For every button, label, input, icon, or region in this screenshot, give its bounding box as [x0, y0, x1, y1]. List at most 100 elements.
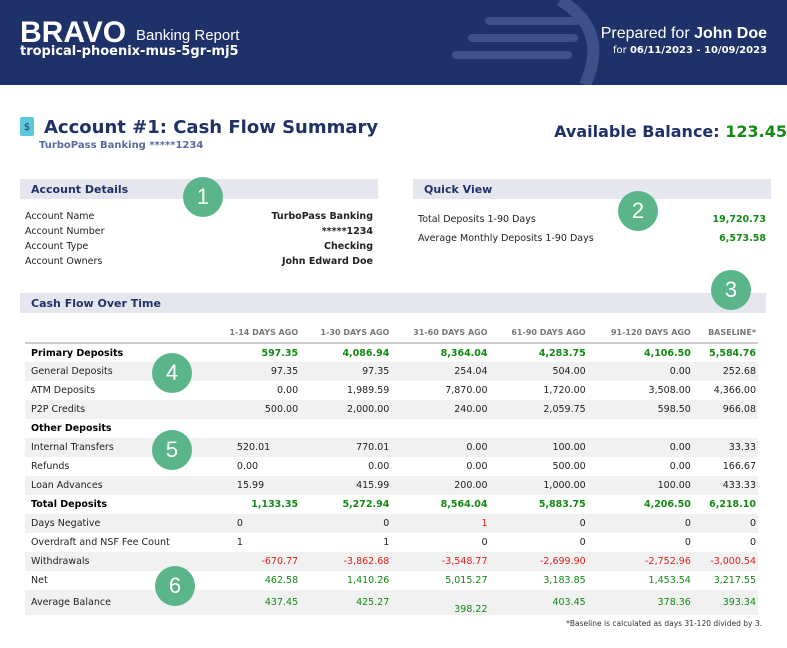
cell-value: -3,862.68 [300, 552, 392, 571]
cell-value: 97.35 [300, 362, 392, 381]
detail-row: Account Name TurboPass Banking [25, 209, 373, 224]
cell-value: -3,548.77 [391, 552, 490, 571]
logo-mark-icon [452, 0, 600, 85]
row-label: Loan Advances [25, 476, 209, 495]
cell-value: 4,206.50 [643, 499, 691, 510]
table-row: Average Balance 437.45 425.27 398.22 403.45 3… [25, 590, 758, 615]
cell-value: 0.00 [276, 385, 299, 396]
table-row: Withdrawals -670.77 -3,862.68 -3,548.77 -2,6… [25, 552, 758, 571]
cell-value: 0.00 [587, 362, 693, 381]
cell-value: 0.00 [368, 461, 390, 472]
column-header: 61-90 DAYS AGO [489, 323, 588, 344]
cell-value [588, 419, 693, 438]
cell-value: 0 [481, 537, 488, 548]
cell-value: 1 [391, 514, 490, 533]
cash-flow-table: 1-14 DAYS AGO 1-30 DAYS AGO 31-60 DAYS AGO… [25, 323, 758, 615]
table-row: Overdraft and NSF Fee Count 1 1 0 0 0 0 [25, 533, 758, 552]
document-dollar-icon: $ [20, 117, 34, 136]
marker-badge: 2 [618, 191, 658, 231]
cell-value: 6,218.10 [709, 499, 756, 510]
table-row: Internal Transfers 520.01 770.01 0.00 100.00… [25, 438, 758, 457]
cell-value: 403.45 [489, 590, 588, 615]
cell-value: 3,183.85 [543, 575, 586, 586]
cell-value [490, 419, 588, 438]
cell-value: 4,283.75 [538, 347, 586, 359]
cell-value: 597.35 [261, 347, 299, 359]
cell-value: 500.00 [552, 461, 586, 472]
detail-label: Total Deposits 1-90 Days [418, 214, 536, 225]
cell-value: 0 [684, 537, 691, 548]
baseline-footnote: *Baseline is calculated as days 31-120 d… [566, 619, 762, 628]
cell-value: 8,364.04 [440, 347, 488, 359]
detail-row: Average Monthly Deposits 1-90 Days 6,573.… [418, 229, 766, 248]
cell-value: 398.22 [391, 590, 490, 615]
cell-value: 0 [692, 514, 758, 533]
cell-value: 1,989.59 [347, 385, 390, 396]
marker-badge: 6 [155, 566, 195, 606]
cell-value: 425.27 [300, 590, 392, 615]
cell-value: 0.00 [587, 438, 693, 457]
cell-value: 0 [489, 514, 588, 533]
brand-logo: BRAVO [20, 16, 127, 49]
column-header: 91-120 DAYS AGO [587, 323, 693, 344]
quick-view: Total Deposits 1-90 Days 19,720.73 Average… [418, 210, 766, 248]
cell-value: 415.99 [300, 476, 392, 495]
account-subtitle: TurboPass Banking *****1234 [39, 140, 204, 151]
quick-view-heading: Quick View [413, 179, 771, 199]
brand-subtitle: Banking Report [136, 27, 240, 44]
row-label: Withdrawals [25, 552, 209, 571]
table-row: Refunds 0.00 0.00 0.00 500.00 0.00 166.67 [25, 457, 758, 476]
cell-value: 504.00 [489, 362, 588, 381]
table-row: Days Negative 0 0 1 0 0 0 [25, 514, 758, 533]
cell-value: 378.36 [587, 590, 693, 615]
row-label: Other Deposits [31, 423, 112, 434]
table-row: Net 462.58 1,410.26 5,015.27 3,183.85 1,453.5… [25, 571, 758, 590]
marker-badge: 5 [152, 430, 192, 470]
row-label: P2P Credits [25, 400, 209, 419]
row-label: Primary Deposits [31, 347, 124, 359]
detail-row: Total Deposits 1-90 Days 19,720.73 [418, 210, 766, 229]
report-header: BRAVO Banking Report tropical-phoenix-mu… [0, 0, 787, 85]
detail-row: Account Type Checking [25, 239, 373, 254]
table-row: P2P Credits 500.00 2,000.00 240.00 2,059.75 5… [25, 400, 758, 419]
cell-value: 4,086.94 [342, 347, 390, 359]
cell-value: 3,508.00 [648, 385, 691, 396]
cell-value [391, 419, 489, 438]
cell-value: 3,217.55 [713, 575, 756, 586]
detail-label: Average Monthly Deposits 1-90 Days [418, 233, 594, 244]
cell-value: 1 [236, 537, 243, 548]
row-label: ATM Deposits [31, 385, 96, 396]
cell-value: 1,133.35 [251, 499, 299, 510]
detail-label: Account Type [25, 241, 89, 252]
available-balance: Available Balance: 123.45 [554, 122, 787, 141]
cell-value: 4,366.00 [713, 385, 756, 396]
marker-badge: 1 [183, 177, 223, 217]
cell-value: 33.33 [692, 438, 758, 457]
date-range: for 06/11/2023 - 10/09/2023 [613, 45, 767, 56]
cell-value: 598.50 [587, 400, 693, 419]
cell-value: -2,699.90 [489, 552, 588, 571]
detail-value: 19,720.73 [712, 214, 767, 225]
cell-value: 5,883.75 [538, 499, 586, 510]
cell-value: 520.01 [208, 438, 301, 457]
table-header: 1-14 DAYS AGO 1-30 DAYS AGO 31-60 DAYS AGO… [25, 323, 758, 344]
detail-value: *****1234 [321, 226, 373, 237]
cell-value: -670.77 [208, 552, 301, 571]
cell-value: -2,752.96 [587, 552, 693, 571]
table-row: Total Deposits 1,133.35 5,272.94 8,564.04 5,… [25, 495, 758, 514]
row-label: Days Negative [25, 514, 209, 533]
cell-value: 0 [208, 514, 301, 533]
detail-label: Account Owners [25, 256, 103, 267]
detail-value: 6,573.58 [719, 233, 766, 244]
cell-value: 0.00 [466, 461, 488, 472]
marker-badge: 4 [152, 353, 192, 393]
row-label: Refunds [31, 461, 70, 472]
cell-value: 254.04 [391, 362, 490, 381]
detail-label: Account Name [25, 211, 95, 222]
cell-value: 0 [749, 537, 756, 548]
cell-value: 1,000.00 [489, 476, 588, 495]
table-row: ATM Deposits 0.00 1,989.59 7,870.00 1,720.00… [25, 381, 758, 400]
cell-value: 15.99 [208, 476, 301, 495]
cell-value: 500.00 [208, 400, 301, 419]
cell-value: 0.00 [669, 461, 691, 472]
